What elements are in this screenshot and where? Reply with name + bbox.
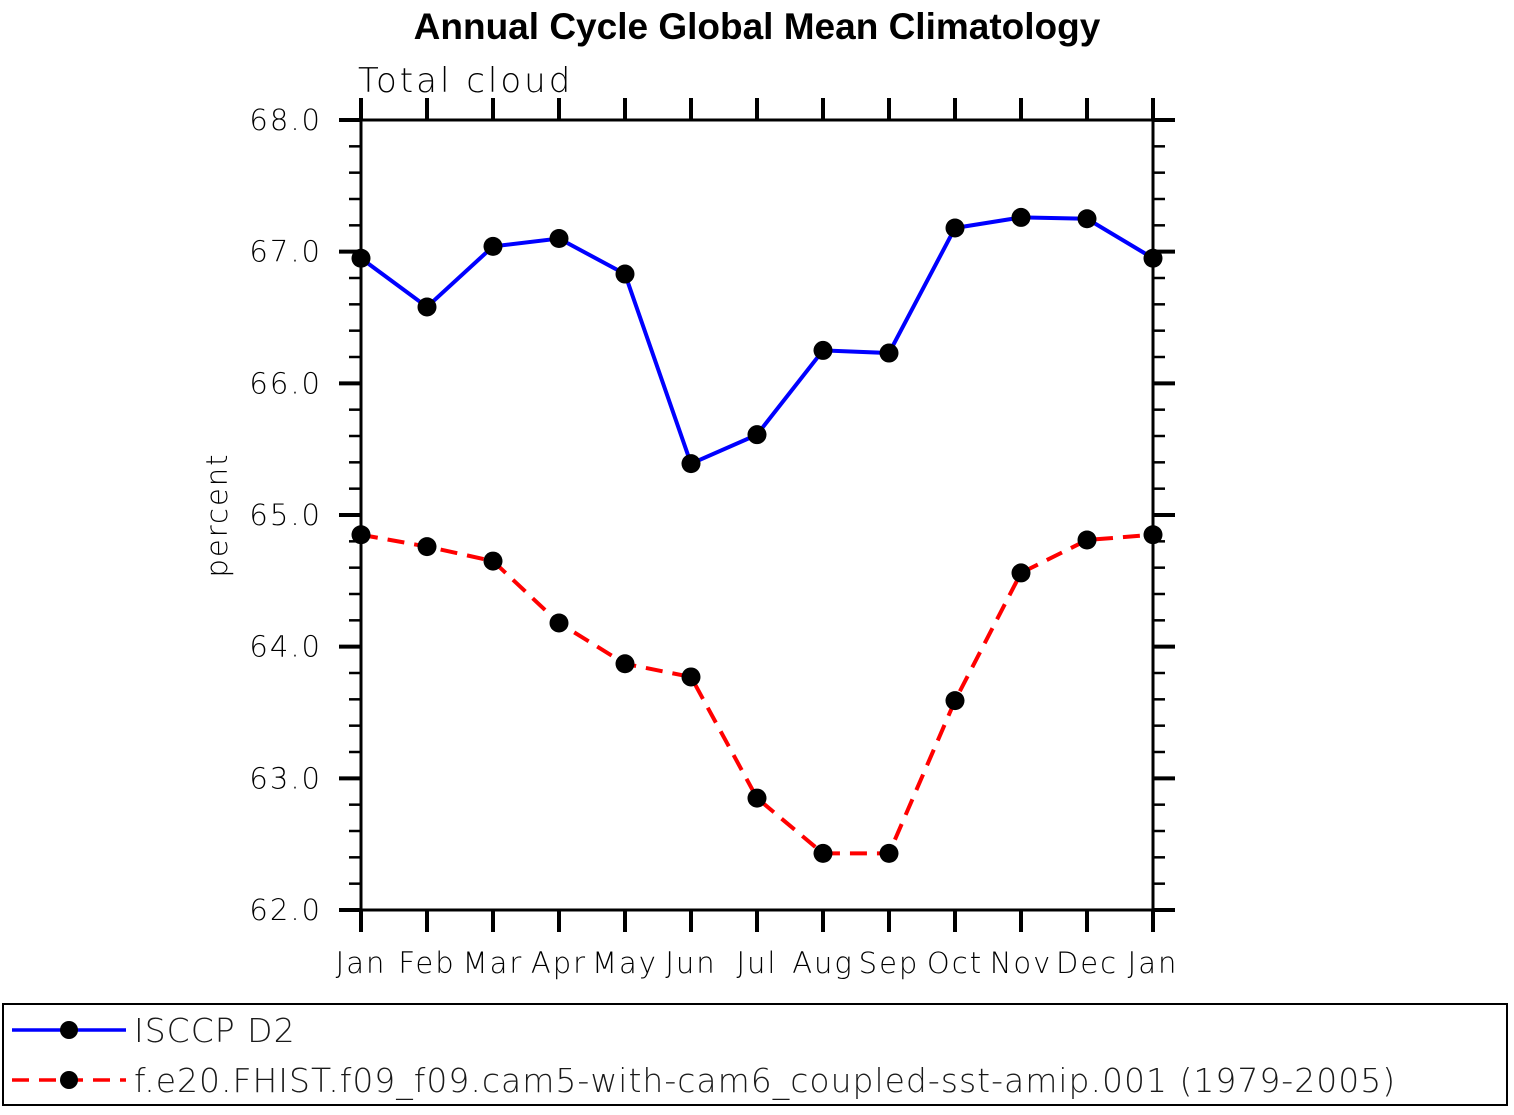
x-tick-label: Dec [1056, 946, 1118, 980]
data-point [747, 425, 767, 445]
x-tick-label: Oct [927, 946, 983, 980]
y-tick-label: 66.0 [249, 366, 322, 400]
data-point [1011, 563, 1031, 583]
data-point [879, 343, 899, 363]
x-tick-label: Nov [990, 946, 1053, 980]
legend-label-isccp-d2: ISCCP D2 [134, 1010, 296, 1050]
data-point [1077, 209, 1097, 229]
x-tick-label: Apr [531, 946, 587, 980]
legend-marker [60, 1021, 78, 1039]
data-point [945, 218, 965, 238]
data-point [483, 551, 503, 571]
y-tick-label: 65.0 [249, 498, 322, 532]
data-point [417, 297, 437, 317]
plot-area: 62.0 63.0 64.0 65.0 66.0 67.0 68.0 Jan Feb Mar Apr… [200, 61, 1179, 980]
data-point [1077, 530, 1097, 550]
x-tick-label: Jul [737, 946, 778, 980]
legend-label-model-run: f.e20.FHIST.f09_f09.cam5-with-cam6_coupl… [134, 1060, 1397, 1100]
x-tick-label: May [592, 946, 658, 980]
data-point [351, 248, 371, 268]
legend-line-sample-dashed [12, 1071, 126, 1089]
legend-item-isccp-d2: ISCCP D2 [4, 1005, 1506, 1055]
data-point [351, 525, 371, 545]
legend: ISCCP D2 f.e20.FHIST.f09_f09.cam5-with-c… [2, 1003, 1508, 1106]
y-tick-label: 62.0 [249, 893, 322, 927]
x-tick-label: Aug [792, 946, 854, 980]
data-point [1011, 207, 1031, 227]
x-tick-label: Jan [336, 946, 387, 980]
data-point [681, 667, 701, 687]
y-tick-label: 63.0 [249, 761, 322, 795]
y-tick-label: 64.0 [249, 630, 322, 664]
chart-title: Annual Cycle Global Mean Climatology [413, 6, 1101, 47]
x-tick-label: Sep [859, 946, 920, 980]
data-point [549, 229, 569, 248]
legend-marker [60, 1071, 78, 1089]
data-point [549, 613, 569, 633]
data-point [1143, 525, 1163, 545]
data-point [945, 691, 965, 711]
y-tick-label: 68.0 [249, 103, 322, 137]
data-point [615, 264, 635, 284]
y-tick-label: 67.0 [249, 235, 322, 269]
plot-subtitle: Total cloud [358, 61, 573, 101]
data-point [1143, 248, 1163, 268]
data-point [747, 788, 767, 808]
legend-item-model-run: f.e20.FHIST.f09_f09.cam5-with-cam6_coupl… [4, 1055, 1506, 1105]
data-point [813, 340, 833, 360]
legend-line-sample-solid [12, 1021, 126, 1039]
y-axis-title: percent [200, 452, 234, 577]
x-tick-label: Jan [1128, 946, 1179, 980]
data-point [879, 843, 899, 863]
data-point [483, 236, 503, 256]
data-point [681, 454, 701, 474]
x-tick-label: Mar [463, 946, 524, 980]
data-point [813, 843, 833, 863]
x-tick-label: Feb [398, 946, 455, 980]
data-point [615, 654, 635, 674]
data-point [417, 537, 437, 557]
x-tick-label: Jun [665, 946, 716, 980]
